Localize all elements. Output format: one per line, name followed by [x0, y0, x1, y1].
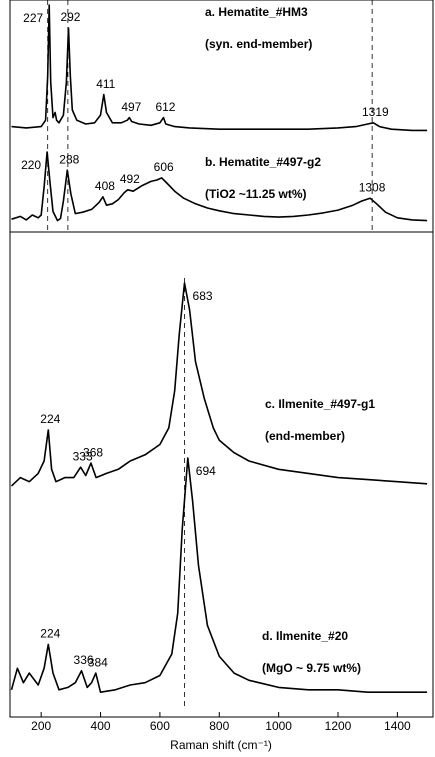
spectrum-line — [10, 457, 428, 693]
peak-label: 336 — [74, 653, 94, 667]
peak-label: 497 — [121, 100, 141, 114]
peak-label: 1319 — [362, 105, 389, 119]
spectrum-line — [10, 282, 428, 487]
series-name: c. Ilmenite_#497-g1 — [265, 397, 375, 411]
peak-label: 612 — [155, 100, 175, 114]
peak-label: 694 — [196, 464, 216, 478]
peak-label: 1308 — [359, 180, 386, 194]
spectrum-line — [11, 151, 428, 222]
x-tick-label: 1200 — [325, 719, 352, 733]
peak-label: 220 — [21, 158, 41, 172]
peak-label: 227 — [23, 11, 43, 25]
peak-label: 224 — [40, 412, 60, 426]
peak-label: 384 — [88, 655, 108, 669]
x-tick-label: 1400 — [384, 719, 411, 733]
x-tick-label: 200 — [31, 719, 51, 733]
x-tick-label: 800 — [209, 719, 229, 733]
series-name: b. Hematite_#497-g2 — [205, 155, 321, 169]
series-note: (syn. end-member) — [205, 37, 312, 51]
plot-frame — [9, 0, 434, 718]
series-note: (MgO ~ 9.75 wt%) — [262, 661, 361, 675]
peak-label: 606 — [154, 160, 174, 174]
x-tick-label: 1000 — [265, 719, 292, 733]
peak-label: 368 — [83, 445, 103, 459]
peak-label: 292 — [60, 10, 80, 24]
series-note: (end-member) — [265, 429, 345, 443]
spectrum-line — [11, 4, 428, 132]
x-axis-label: Raman shift (cm⁻¹) — [170, 738, 272, 752]
peak-label: 408 — [95, 179, 115, 193]
series-name: d. Ilmenite_#20 — [262, 629, 348, 643]
peak-label: 492 — [120, 172, 140, 186]
series-note: (TiO2 ~11.25 wt%) — [205, 187, 307, 201]
peak-label: 288 — [59, 152, 79, 166]
peak-label: 411 — [96, 77, 115, 91]
peak-label: 224 — [40, 627, 60, 641]
series-name: a. Hematite_#HM3 — [205, 5, 308, 19]
x-tick-label: 600 — [150, 719, 170, 733]
peak-label: 683 — [193, 289, 213, 303]
x-tick-label: 400 — [91, 719, 111, 733]
peak-label: 333 — [73, 449, 93, 463]
